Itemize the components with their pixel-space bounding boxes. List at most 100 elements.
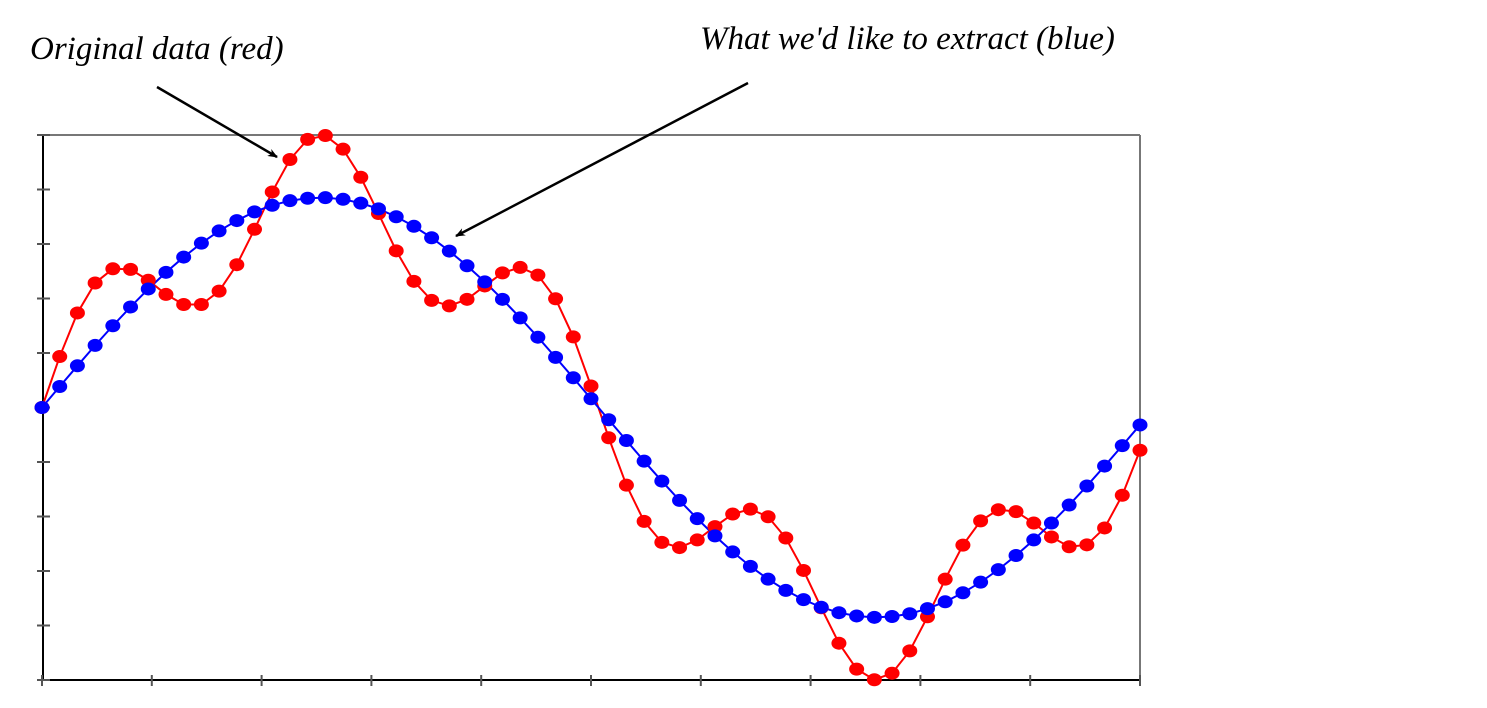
data-point-series-1: [583, 392, 599, 406]
data-point-series-0: [247, 222, 263, 236]
data-point-series-1: [902, 607, 918, 621]
data-point-series-1: [388, 210, 404, 224]
data-point-series-0: [742, 502, 758, 516]
data-point-series-1: [123, 300, 139, 314]
data-point-series-0: [335, 142, 351, 156]
data-point-series-1: [725, 545, 741, 559]
data-point-series-0: [831, 636, 847, 650]
plot-frame: [42, 134, 1141, 681]
data-point-series-0: [689, 533, 705, 547]
data-point-series-0: [884, 666, 900, 680]
data-point-series-1: [973, 575, 989, 589]
data-point-series-1: [176, 250, 192, 264]
data-point-series-0: [760, 510, 776, 524]
annotations: Original data (red) What we'd like to ex…: [30, 21, 1115, 238]
data-point-series-0: [211, 284, 227, 298]
data-point-series-1: [1079, 479, 1095, 493]
data-point-series-1: [477, 275, 493, 289]
data-point-series-1: [424, 231, 440, 245]
data-point-series-0: [1114, 488, 1130, 502]
data-point-series-1: [264, 198, 280, 212]
data-point-series-1: [618, 433, 634, 447]
data-point-series-0: [52, 350, 68, 364]
data-point-series-0: [193, 297, 209, 311]
data-point-series-1: [919, 602, 935, 616]
data-point-series-1: [654, 474, 670, 488]
data-point-series-1: [69, 359, 85, 373]
data-point-series-1: [353, 196, 369, 210]
data-point-series-0: [849, 662, 865, 676]
data-point-series-0: [1026, 516, 1042, 530]
data-point-series-1: [87, 338, 103, 352]
data-point-series-1: [955, 586, 971, 600]
data-point-series-0: [69, 306, 85, 320]
data-point-series-1: [459, 259, 475, 273]
data-point-series-0: [494, 266, 510, 280]
data-point-series-0: [565, 330, 581, 344]
data-point-series-1: [1061, 498, 1077, 512]
data-point-series-0: [282, 153, 298, 167]
data-point-series-0: [866, 673, 882, 687]
data-point-series-0: [424, 293, 440, 307]
annotation-blue: What we'd like to extract (blue): [700, 21, 1115, 57]
data-point-series-1: [1043, 516, 1059, 530]
data-point-series-0: [441, 299, 457, 313]
data-point-series-1: [689, 512, 705, 526]
data-point-series-1: [831, 606, 847, 620]
data-point-series-1: [441, 244, 457, 258]
data-point-series-1: [548, 350, 564, 364]
data-point-series-1: [1097, 459, 1113, 473]
data-point-series-0: [229, 258, 245, 272]
data-point-series-1: [1114, 439, 1130, 453]
data-point-series-0: [1043, 530, 1059, 544]
data-point-series-0: [388, 244, 404, 258]
data-point-series-1: [530, 330, 546, 344]
data-point-series-1: [229, 214, 245, 228]
data-point-series-0: [548, 292, 564, 306]
data-point-series-0: [990, 503, 1006, 517]
data-point-series-1: [742, 559, 758, 573]
data-point-series-0: [707, 520, 723, 534]
data-point-series-1: [849, 609, 865, 623]
data-point-series-1: [247, 205, 263, 219]
data-point-series-1: [317, 191, 333, 205]
data-point-series-1: [778, 583, 794, 597]
data-point-series-1: [370, 202, 386, 216]
data-point-series-0: [87, 276, 103, 290]
data-point-series-0: [725, 507, 741, 521]
data-point-series-0: [105, 262, 121, 276]
data-point-series-0: [530, 268, 546, 282]
data-point-series-0: [512, 260, 528, 274]
data-point-series-0: [264, 185, 280, 199]
arrow-red: [156, 85, 278, 159]
data-point-series-1: [193, 236, 209, 250]
data-point-series-0: [176, 297, 192, 311]
data-point-series-0: [353, 170, 369, 184]
data-point-series-1: [1026, 533, 1042, 547]
data-point-series-1: [707, 529, 723, 543]
data-point-series-1: [636, 454, 652, 468]
data-point-series-0: [601, 431, 617, 445]
data-point-series-0: [902, 644, 918, 658]
data-point-series-0: [778, 531, 794, 545]
data-point-series-0: [406, 274, 422, 288]
data-point-series-1: [760, 572, 776, 586]
data-point-series-0: [672, 541, 688, 555]
data-point-series-1: [158, 265, 174, 279]
data-point-series-0: [300, 132, 316, 146]
data-point-series-1: [1008, 548, 1024, 562]
data-point-series-1: [866, 610, 882, 624]
series-line-0: [41, 134, 1141, 681]
data-point-series-1: [52, 380, 68, 394]
data-point-series-1: [300, 191, 316, 205]
data-point-series-0: [1008, 505, 1024, 519]
data-point-series-1: [512, 311, 528, 325]
data-point-series-0: [618, 478, 634, 492]
data-point-series-0: [1061, 540, 1077, 554]
data-point-series-0: [123, 262, 139, 276]
data-point-series-1: [672, 493, 688, 507]
data-point-series-1: [140, 282, 156, 296]
data-point-series-0: [317, 129, 333, 143]
data-point-series-1: [335, 192, 351, 206]
